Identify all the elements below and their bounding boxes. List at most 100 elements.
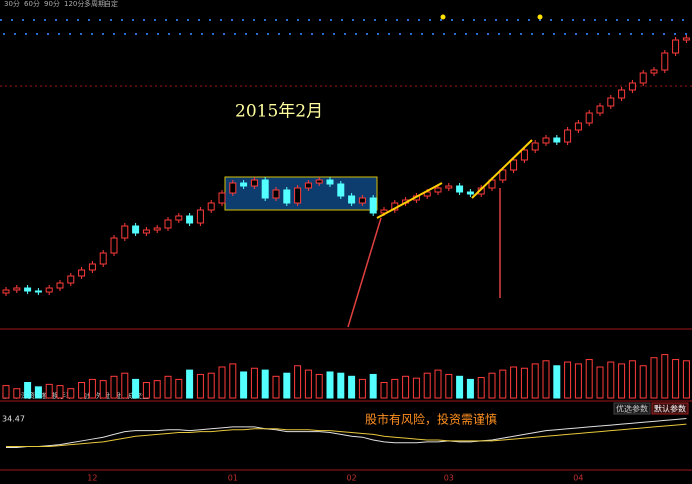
volume-bar	[229, 363, 237, 399]
candle-body	[34, 290, 42, 293]
x-tick-label: 02	[347, 474, 357, 483]
button-label[interactable]: 优选参数	[616, 404, 648, 414]
candle-body	[499, 169, 507, 181]
candle-body	[78, 269, 86, 277]
candle-body	[337, 183, 345, 197]
candle-body	[250, 179, 258, 187]
button-label[interactable]: 默认参数	[654, 404, 686, 414]
candle-body	[261, 179, 269, 199]
volume-bar	[564, 361, 572, 399]
volume-bar	[510, 366, 518, 399]
volume-bar	[682, 360, 690, 399]
volume-bar	[618, 363, 626, 399]
volume-bar	[88, 378, 96, 399]
candle-body	[207, 202, 215, 211]
volume-bar	[153, 380, 161, 399]
volume-bar	[207, 372, 215, 399]
candle-body	[510, 159, 518, 171]
volume-bar	[142, 382, 150, 399]
candle-body	[121, 225, 129, 239]
candle-body	[153, 227, 161, 231]
candle-body	[99, 252, 107, 265]
volume-bar	[132, 378, 140, 399]
volume-bar	[358, 378, 366, 399]
candle-body	[24, 287, 32, 292]
volume-bar	[283, 372, 291, 399]
button[interactable]	[613, 402, 651, 415]
volume-bar	[672, 359, 680, 399]
volume-bar	[261, 369, 269, 399]
volume-bar	[348, 375, 356, 399]
candle-body	[348, 195, 356, 204]
indicator-tab: 盘后成交量	[114, 391, 149, 400]
volume-bar	[196, 373, 204, 399]
candle-body	[294, 187, 302, 204]
toolbar-item: 多周期	[84, 0, 105, 8]
toolbar-item: 120分	[64, 0, 84, 8]
candle-body	[434, 187, 442, 193]
volume-bar	[175, 378, 183, 399]
volume-bar	[186, 369, 194, 399]
toolbar-item: 60分	[24, 0, 40, 8]
volume-bar	[531, 363, 539, 399]
volume-bar	[218, 366, 226, 399]
volume-bar	[272, 375, 280, 399]
toolbar-item: 自定	[104, 0, 118, 8]
macd-line	[6, 418, 687, 448]
candle-body	[596, 105, 604, 114]
candle-body	[240, 182, 248, 187]
volume-bar	[34, 386, 42, 399]
volume-bar	[56, 385, 64, 399]
volume-bar	[412, 377, 420, 399]
candle-body	[585, 112, 593, 124]
candle-body	[607, 97, 615, 107]
candle-body	[564, 129, 572, 143]
toolbar-item: 30分	[4, 0, 20, 8]
candle-body	[682, 37, 690, 41]
x-tick-label: 01	[228, 474, 238, 483]
x-tick-label: 03	[444, 474, 454, 483]
volume-bar	[78, 382, 86, 399]
volume-bar	[466, 378, 474, 399]
volume-bar	[488, 372, 496, 399]
candle-body	[315, 179, 323, 184]
candle-body	[196, 209, 204, 224]
volume-bar	[337, 372, 345, 399]
candle-body	[661, 52, 669, 71]
button[interactable]	[651, 402, 689, 415]
volume-bar	[45, 383, 53, 399]
candle-body	[326, 179, 334, 185]
candle-body	[553, 137, 561, 143]
candle-body	[574, 122, 582, 131]
candle-body	[456, 185, 464, 193]
volume-bar	[402, 375, 410, 399]
macd-label: 34.47	[2, 415, 25, 424]
volume-bar	[574, 363, 582, 399]
candle-body	[56, 282, 64, 289]
candle-body	[164, 219, 172, 229]
volume-bar	[650, 357, 658, 399]
candle-body	[542, 137, 550, 144]
volume-bar	[99, 380, 107, 399]
candle-body	[531, 142, 539, 151]
indicator-tab: 沪深资金额	[14, 391, 49, 400]
candle-body	[272, 189, 280, 199]
volume-bar	[110, 375, 118, 399]
candle-body	[45, 287, 53, 293]
volume-bar	[67, 388, 75, 399]
candle-body	[304, 182, 312, 189]
volume-bar	[520, 367, 528, 399]
candle-body	[369, 197, 377, 214]
candle-body	[132, 225, 140, 234]
candle-body	[445, 185, 453, 189]
macd-line	[6, 423, 687, 448]
candle-body	[650, 69, 658, 74]
volume-bar	[661, 354, 669, 399]
volume-bar	[639, 365, 647, 399]
volume-bar	[477, 377, 485, 399]
volume-bar	[326, 371, 334, 399]
volume-bar	[391, 378, 399, 399]
candle-body	[88, 263, 96, 271]
volume-bar	[456, 375, 464, 399]
